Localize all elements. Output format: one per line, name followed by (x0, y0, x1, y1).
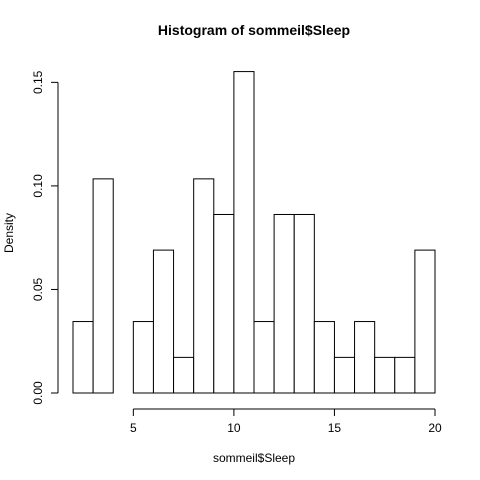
histogram-bar (414, 249, 436, 394)
histogram-bar (253, 321, 275, 394)
histogram-bar (333, 356, 356, 394)
y-tick-label: 0.05 (31, 277, 45, 301)
y-axis: 0.00 0.05 0.10 0.15 (31, 70, 59, 405)
histogram-bar (394, 356, 416, 394)
histogram-bar (152, 249, 175, 394)
histogram-bar (213, 213, 235, 394)
histogram-bar (92, 178, 114, 394)
chart-title: Histogram of sommeil$Sleep (158, 22, 350, 38)
y-tick-label: 0.00 (31, 381, 45, 405)
histogram-bar (313, 321, 335, 394)
x-tick-label: 20 (428, 421, 442, 435)
x-axis: 5 10 15 20 (130, 408, 442, 435)
histogram-bar (293, 213, 315, 394)
histogram-bar (72, 321, 94, 394)
histogram-bar (354, 321, 376, 394)
x-axis-label: sommeil$Sleep (213, 451, 295, 465)
bars-group (72, 71, 436, 394)
y-axis-label: Density (2, 213, 16, 253)
histogram-bar (173, 356, 195, 394)
histogram-bar (193, 178, 215, 394)
histogram-bar (233, 71, 255, 394)
histogram-bar (374, 356, 396, 394)
x-tick-label: 15 (328, 421, 342, 435)
y-tick-label: 0.15 (31, 70, 45, 94)
x-tick-label: 10 (227, 421, 241, 435)
x-tick-label: 5 (130, 421, 137, 435)
histogram-bar (132, 321, 154, 394)
histogram-bar (273, 213, 295, 394)
y-tick-label: 0.10 (31, 174, 45, 198)
